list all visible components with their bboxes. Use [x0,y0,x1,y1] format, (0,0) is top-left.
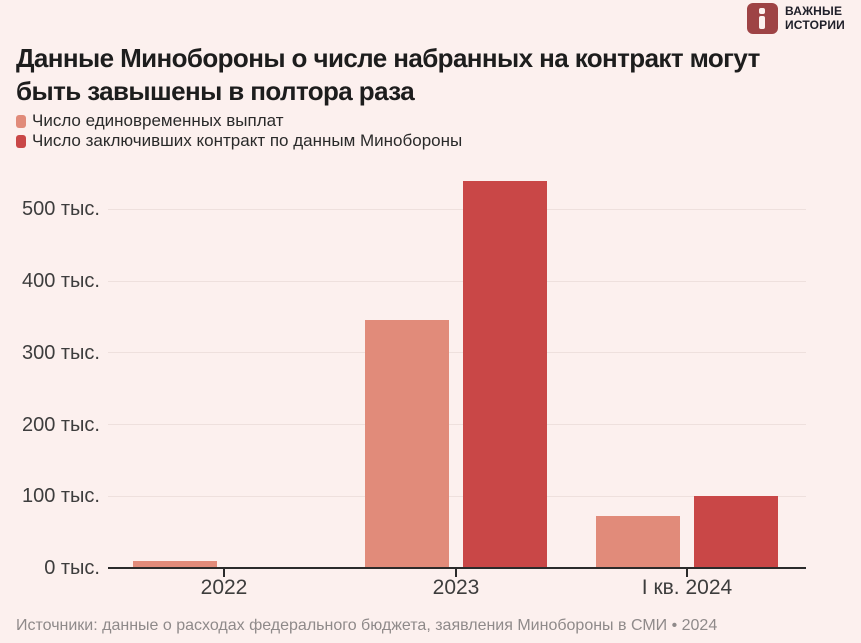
x-tick-2023 [455,569,457,577]
legend-label-mod-contracts: Число заключивших контракт по данным Мин… [32,131,463,150]
legend-label-payments: Число единовременных выплат [32,111,284,130]
bar-mod-I кв. 2024 [694,496,778,568]
x-tick-I кв. 2024 [686,569,688,577]
logo-i-dot [759,8,766,14]
istories-logo-icon [746,3,778,34]
gridline-300 [108,352,806,354]
y-tick-label-500: 500 тыс. [21,198,100,221]
bar-payments-I кв. 2024 [596,516,680,568]
gridline-200 [108,424,806,425]
legend-item-mod-contracts: Число заключивших контракт по данным Мин… [16,132,462,150]
x-tick-label-2023: 2023 [432,576,480,599]
y-tick-label-200: 200 тыс. [21,413,100,436]
legend-item-payments: Число единовременных выплат [16,112,462,130]
x-axis-line [108,567,806,569]
bar-payments-2023 [365,320,449,568]
bar-payments-2022 [133,561,217,568]
bar-mod-2023 [463,181,547,568]
logo-text-line2: ИСТОРИИ [784,17,845,32]
x-tick-label-I кв. 2024: I кв. 2024 [641,576,733,599]
x-tick-2022 [223,569,225,577]
y-tick-label-400: 400 тыс. [21,270,100,292]
istories-logo: ВАЖНЫЕ ИСТОРИИ [746,3,845,34]
chart-title: Данные Минобороны о числе набранных на к… [16,43,760,106]
istories-logo-text: ВАЖНЫЕ ИСТОРИИ [785,3,845,32]
gridline-100 [108,495,806,497]
legend-swatch-payments [16,114,26,128]
y-tick-label-0: 0 тыс. [44,557,100,579]
y-tick-label-100: 100 тыс. [21,485,100,508]
gridline-500 [108,208,806,210]
legend-swatch-mod-contracts [16,134,26,148]
source-note: Источники: данные о расходах федеральног… [16,617,718,634]
x-tick-label-2022: 2022 [200,576,248,599]
gridline-400 [108,280,806,282]
logo-i-stem [759,16,766,29]
y-tick-label-300: 300 тыс. [21,341,100,364]
chart-legend: Число единовременных выплат Число заключ… [16,112,462,150]
logo-text-line1: ВАЖНЫЕ [784,4,843,18]
